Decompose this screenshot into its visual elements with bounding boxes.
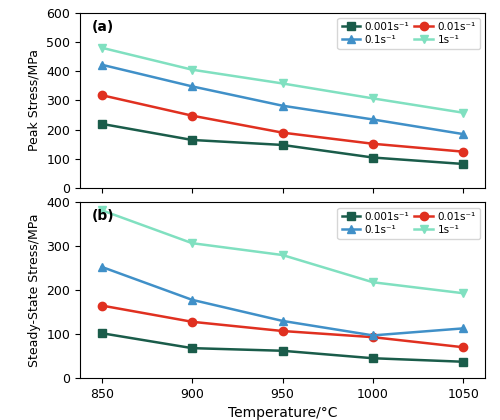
1s⁻¹ [280, 81, 285, 86]
Line: 1s⁻¹: 1s⁻¹ [98, 44, 468, 117]
Line: 0.1s⁻¹: 0.1s⁻¹ [98, 263, 468, 339]
Text: (b): (b) [92, 209, 115, 223]
Line: 1s⁻¹: 1s⁻¹ [98, 206, 468, 297]
0.1s⁻¹ [98, 62, 104, 67]
0.001s⁻¹ [370, 155, 376, 160]
0.1s⁻¹ [370, 117, 376, 122]
0.001s⁻¹ [189, 346, 195, 351]
Y-axis label: Steady-State Stress/MPa: Steady-State Stress/MPa [28, 213, 41, 367]
0.01s⁻¹ [460, 345, 466, 350]
Line: 0.01s⁻¹: 0.01s⁻¹ [98, 302, 468, 352]
0.01s⁻¹ [280, 130, 285, 135]
X-axis label: Temperature/°C: Temperature/°C [228, 406, 337, 420]
0.1s⁻¹ [280, 318, 285, 323]
0.1s⁻¹ [189, 84, 195, 89]
0.001s⁻¹ [460, 161, 466, 166]
1s⁻¹ [98, 208, 104, 213]
1s⁻¹ [189, 67, 195, 72]
Y-axis label: Peak Stress/MPa: Peak Stress/MPa [28, 50, 40, 152]
Line: 0.1s⁻¹: 0.1s⁻¹ [98, 60, 468, 138]
0.01s⁻¹ [189, 319, 195, 324]
0.01s⁻¹ [98, 93, 104, 98]
0.1s⁻¹ [98, 264, 104, 269]
1s⁻¹ [98, 45, 104, 50]
1s⁻¹ [460, 110, 466, 115]
0.001s⁻¹ [98, 331, 104, 336]
0.1s⁻¹ [370, 333, 376, 338]
Legend: 0.001s⁻¹, 0.1s⁻¹, 0.01s⁻¹, 1s⁻¹: 0.001s⁻¹, 0.1s⁻¹, 0.01s⁻¹, 1s⁻¹ [338, 18, 480, 49]
1s⁻¹ [370, 96, 376, 101]
1s⁻¹ [189, 241, 195, 246]
0.01s⁻¹ [460, 149, 466, 154]
0.001s⁻¹ [280, 142, 285, 147]
1s⁻¹ [370, 280, 376, 285]
Line: 0.001s⁻¹: 0.001s⁻¹ [98, 120, 468, 168]
Legend: 0.001s⁻¹, 0.1s⁻¹, 0.01s⁻¹, 1s⁻¹: 0.001s⁻¹, 0.1s⁻¹, 0.01s⁻¹, 1s⁻¹ [338, 207, 480, 239]
0.1s⁻¹ [189, 297, 195, 302]
0.001s⁻¹ [280, 348, 285, 353]
Line: 0.001s⁻¹: 0.001s⁻¹ [98, 329, 468, 366]
0.01s⁻¹ [280, 328, 285, 333]
0.1s⁻¹ [460, 326, 466, 331]
1s⁻¹ [460, 291, 466, 296]
1s⁻¹ [280, 252, 285, 257]
Text: (a): (a) [92, 20, 114, 34]
0.001s⁻¹ [370, 356, 376, 361]
Line: 0.01s⁻¹: 0.01s⁻¹ [98, 91, 468, 156]
0.1s⁻¹ [280, 103, 285, 108]
0.1s⁻¹ [460, 131, 466, 136]
0.001s⁻¹ [98, 121, 104, 126]
0.001s⁻¹ [189, 137, 195, 142]
0.001s⁻¹ [460, 359, 466, 364]
0.01s⁻¹ [189, 113, 195, 118]
0.01s⁻¹ [98, 303, 104, 308]
0.01s⁻¹ [370, 335, 376, 340]
0.01s⁻¹ [370, 141, 376, 146]
